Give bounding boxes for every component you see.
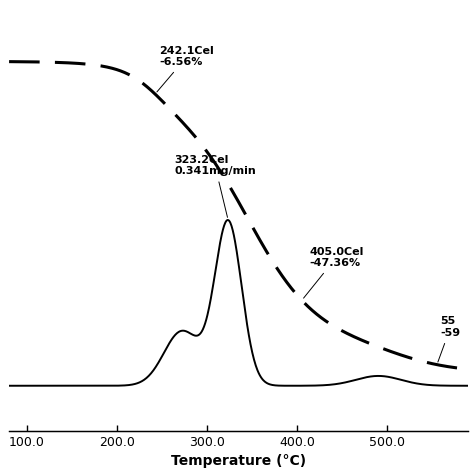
Text: 405.0Cel
-47.36%: 405.0Cel -47.36% <box>303 247 364 298</box>
Text: 323.2Cel
0.341mg/min: 323.2Cel 0.341mg/min <box>174 155 256 218</box>
Text: 242.1Cel
-6.56%: 242.1Cel -6.56% <box>157 46 214 92</box>
Text: 55
-59: 55 -59 <box>438 317 461 362</box>
X-axis label: Temperature (°C): Temperature (°C) <box>171 455 306 468</box>
